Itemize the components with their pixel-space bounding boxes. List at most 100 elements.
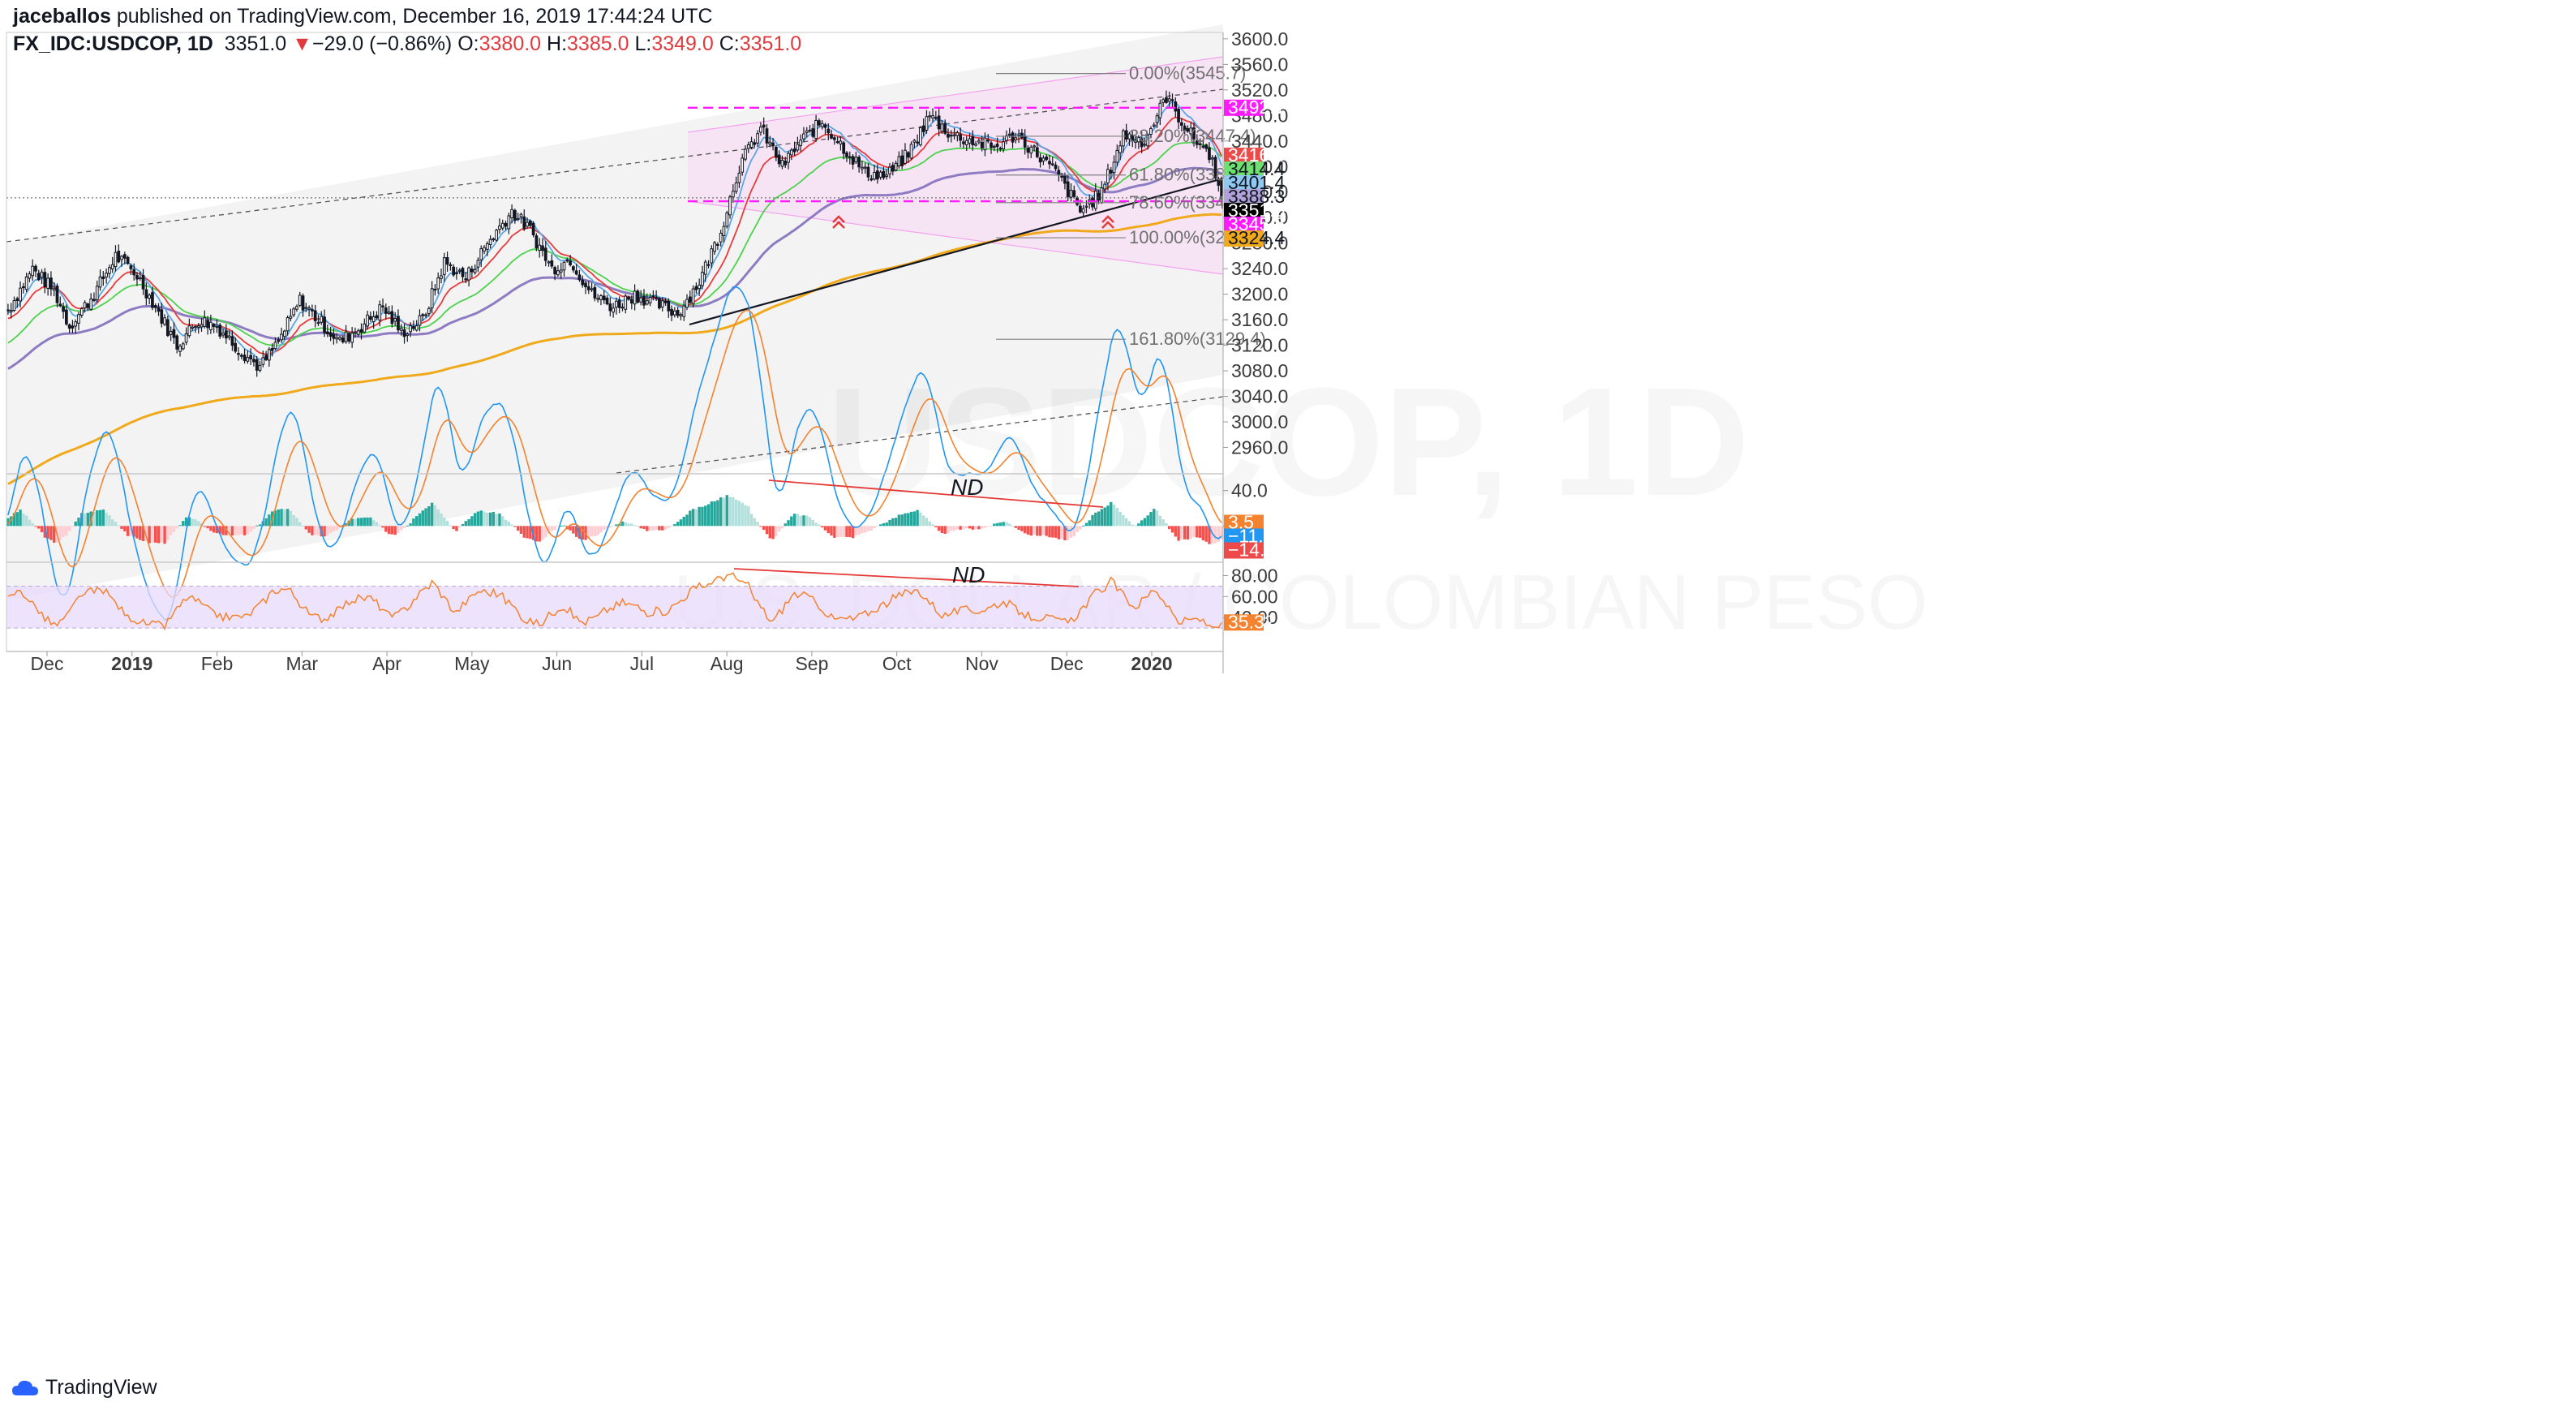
candle-body xyxy=(384,307,388,314)
candle-body xyxy=(716,243,719,246)
candle-body xyxy=(1165,97,1168,103)
candle-body xyxy=(995,144,999,148)
candle-body xyxy=(301,295,305,311)
candle-body xyxy=(239,355,243,357)
candle-body xyxy=(350,333,354,343)
macd-histogram-bar xyxy=(974,526,977,530)
candle-body xyxy=(983,137,987,151)
macd-histogram-bar xyxy=(1153,509,1156,527)
macd-histogram-bar xyxy=(753,518,757,527)
macd-histogram-bar xyxy=(1072,526,1075,537)
candle-body xyxy=(500,222,504,229)
macd-histogram-bar xyxy=(934,526,938,527)
candle-body xyxy=(409,325,412,333)
macd-histogram-bar xyxy=(1084,522,1088,527)
ema-line xyxy=(7,141,1222,346)
macd-histogram-bar xyxy=(384,526,388,532)
candle-body xyxy=(105,273,108,277)
candle-body xyxy=(992,145,996,148)
candle-body xyxy=(1186,128,1190,132)
tradingview-logo[interactable]: TradingView xyxy=(11,1376,157,1399)
macd-histogram-bar xyxy=(101,509,105,527)
candle-body xyxy=(153,305,157,308)
macd-histogram-bar xyxy=(799,515,802,527)
candle-body xyxy=(1170,99,1174,101)
candle-body xyxy=(802,133,805,140)
macd-histogram-bar xyxy=(633,525,637,527)
candle-body xyxy=(412,326,415,329)
macd-histogram-bar xyxy=(1033,526,1036,535)
candle-body xyxy=(6,309,10,312)
candle-body xyxy=(1177,109,1180,123)
candle-body xyxy=(55,286,59,303)
candle-body xyxy=(258,364,262,371)
macd-histogram-bar xyxy=(590,526,594,536)
macd-histogram-bar xyxy=(1146,515,1149,527)
macd-histogram-bar xyxy=(225,526,228,535)
fib-level-label: 38.20%(3447.4) xyxy=(1129,126,1256,146)
candle-body xyxy=(12,300,16,312)
wedge-lower-line xyxy=(687,200,1224,275)
macd-histogram-bar xyxy=(820,526,824,528)
macd-histogram-bar xyxy=(620,521,625,527)
price-badge xyxy=(1224,99,1264,116)
macd-histogram-bar xyxy=(805,515,809,527)
candle-body xyxy=(65,309,68,325)
candle-body xyxy=(964,140,968,145)
macd-histogram-bar xyxy=(535,526,539,542)
candle-body xyxy=(470,269,474,273)
macd-histogram-bar xyxy=(1020,526,1024,531)
macd-histogram-bar xyxy=(1106,505,1110,527)
bounce-chevron-icon xyxy=(832,221,845,229)
candle-body xyxy=(89,298,93,310)
candle-body xyxy=(663,300,668,303)
macd-histogram-bar xyxy=(1100,509,1104,527)
macd-histogram-bar xyxy=(40,526,44,533)
candle-body xyxy=(1023,135,1027,148)
macd-histogram-bar xyxy=(62,526,65,538)
candle-body xyxy=(962,141,965,144)
candle-body xyxy=(569,260,572,265)
macd-histogram-bar xyxy=(1002,522,1005,527)
macd-histogram-bar xyxy=(756,522,759,527)
macd-histogram-bar xyxy=(1168,526,1171,530)
macd-histogram-bar xyxy=(230,526,234,536)
candle-body xyxy=(906,152,910,158)
candle-body xyxy=(878,171,882,178)
candle-body xyxy=(586,286,590,290)
candle-body xyxy=(1208,147,1211,161)
macd-histogram-bar xyxy=(1069,526,1073,539)
symbol-name[interactable]: FX_IDC:USDCOP, 1D xyxy=(13,32,213,55)
x-tick-label: 2019 xyxy=(111,653,152,674)
candle-body xyxy=(83,302,87,309)
candle-body xyxy=(371,316,376,322)
candle-body xyxy=(670,308,673,316)
macd-histogram-bar xyxy=(1063,526,1067,540)
candle-body xyxy=(92,299,96,301)
macd-histogram-bar xyxy=(402,526,406,528)
y-tick-label: 3120.0 xyxy=(1231,335,1288,356)
macd-histogram-bar xyxy=(249,526,252,532)
macd-histogram-bar xyxy=(612,526,615,527)
candle-body xyxy=(1063,175,1067,184)
macd-histogram-bar xyxy=(596,526,599,535)
candle-body xyxy=(323,316,326,333)
macd-histogram-bar xyxy=(445,520,449,527)
macd-histogram-bar xyxy=(1057,526,1061,540)
macd-histogram-bar xyxy=(599,526,603,533)
author-name[interactable]: jaceballos xyxy=(13,5,111,28)
candle-body xyxy=(1081,208,1085,213)
macd-histogram-bar xyxy=(947,526,950,534)
rsi-line xyxy=(7,572,1222,631)
candle-body xyxy=(771,142,775,147)
macd-histogram-bar xyxy=(1158,515,1162,527)
y-tick-label: 80.00 xyxy=(1231,565,1278,587)
x-tick-label: 2020 xyxy=(1131,653,1172,674)
candle-body xyxy=(402,329,406,337)
candle-body xyxy=(1149,127,1153,135)
candle-body xyxy=(1210,157,1214,160)
macd-histogram-bar xyxy=(414,516,419,527)
x-tick-label: Oct xyxy=(882,653,912,674)
macd-histogram-bar xyxy=(187,517,191,527)
